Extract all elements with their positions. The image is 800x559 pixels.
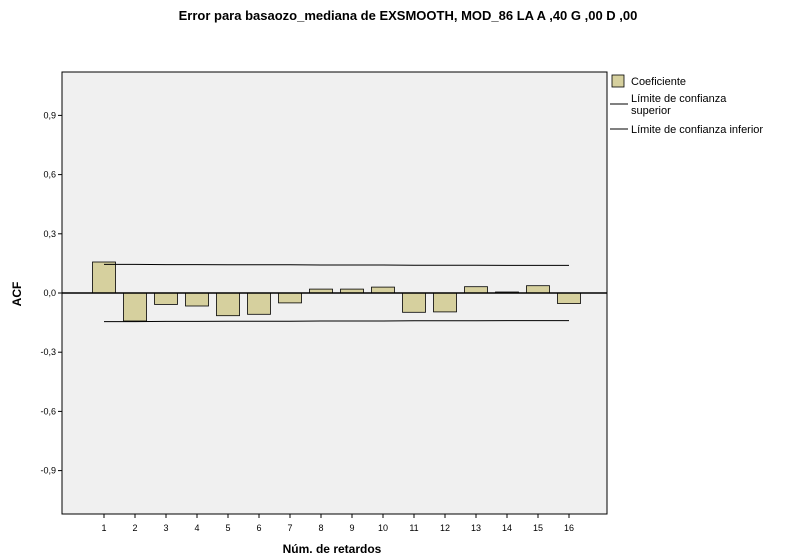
y-tick-label: -0,6: [40, 406, 56, 416]
x-tick-label: 4: [194, 523, 199, 533]
y-axis: 0,9 0,6 0,3 0,0 -0,3 -0,6 -0,9: [40, 110, 62, 476]
y-tick-label: -0,3: [40, 347, 56, 357]
legend-label-lower-limit: Límite de confianza inferior: [631, 124, 763, 136]
y-tick-label: 0,6: [43, 170, 56, 180]
x-tick-label: 12: [440, 523, 450, 533]
acf-bar: [123, 292, 147, 322]
acf-bar: [92, 261, 116, 294]
chart-title: Error para basaozo_mediana de EXSMOOTH, …: [179, 8, 638, 23]
x-tick-label: 10: [378, 523, 388, 533]
x-tick-label: 15: [533, 523, 543, 533]
acf-bar: [526, 285, 550, 294]
acf-bar: [464, 286, 488, 294]
x-tick-label: 11: [409, 523, 418, 533]
acf-bar: [154, 292, 178, 305]
x-axis-title: Núm. de retardos: [283, 542, 382, 556]
x-tick-label: 8: [318, 523, 323, 533]
confidence-limits-layer: [104, 263, 569, 323]
acf-bar: [433, 292, 457, 313]
x-tick-label: 1: [101, 523, 106, 533]
x-axis: 1 2 3 4 5 6 7 8 9 10 11 12 13 14 15 16: [101, 514, 574, 533]
y-tick-label: 0,9: [43, 110, 56, 120]
legend-label-coeficiente: Coeficiente: [631, 76, 686, 88]
x-tick-label: 3: [163, 523, 168, 533]
acf-bar: [247, 292, 271, 315]
x-tick-label: 5: [225, 523, 230, 533]
x-tick-label: 16: [564, 523, 574, 533]
upper-confidence-line: [104, 263, 569, 266]
acf-bar: [278, 292, 302, 304]
y-tick-label: 0,3: [43, 229, 56, 239]
acf-bar: [185, 292, 209, 307]
acf-bar: [216, 292, 240, 317]
acf-bar: [402, 292, 426, 313]
acf-bar: [371, 286, 395, 294]
legend-label-upper-limit: superior: [631, 105, 671, 117]
legend-swatch-coeficiente: [611, 74, 625, 88]
x-tick-label: 9: [349, 523, 354, 533]
lower-confidence-line: [104, 320, 569, 323]
x-tick-label: 6: [256, 523, 261, 533]
bars-layer: [92, 261, 581, 322]
x-tick-label: 14: [502, 523, 512, 533]
y-tick-label: -0,9: [40, 466, 56, 476]
acf-bar: [557, 292, 581, 304]
x-tick-label: 2: [132, 523, 137, 533]
x-tick-label: 13: [471, 523, 481, 533]
x-tick-label: 7: [287, 523, 292, 533]
legend-label-upper-limit: Límite de confianza: [631, 93, 727, 105]
y-axis-title: ACF: [10, 282, 24, 307]
y-tick-label: 0,0: [43, 288, 56, 298]
